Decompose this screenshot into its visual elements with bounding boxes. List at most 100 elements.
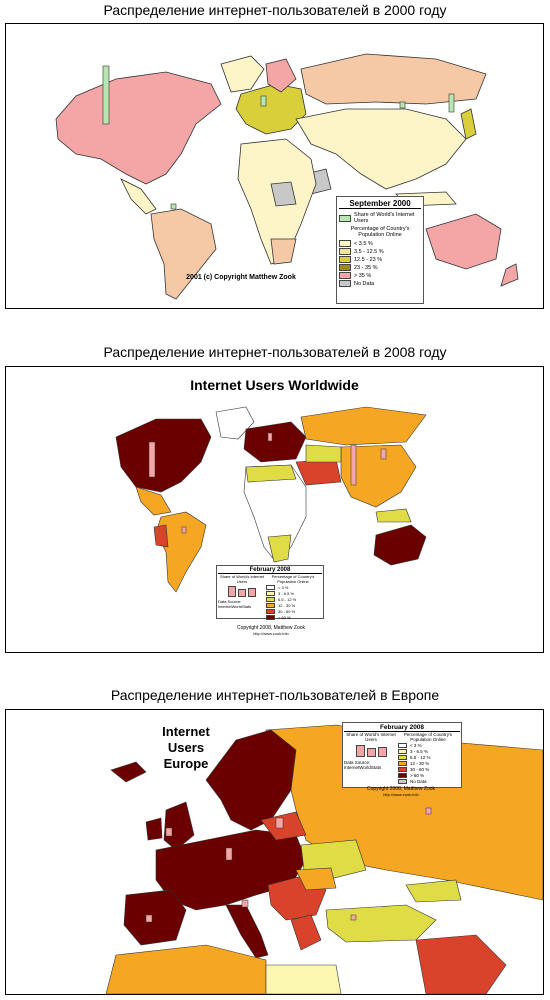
map-europe-title-line-3: Europe [163, 756, 209, 771]
legend-2008-bar-3 [248, 588, 256, 597]
central-america-shape [120, 178, 157, 215]
legend-2008-class-swatch [266, 591, 275, 596]
map-2000-panel: 2001 (c) Copyright Matthew Zook Septembe… [5, 23, 544, 309]
share-bar-usa-2008 [148, 441, 156, 478]
legend-2000-title: September 2000 [339, 199, 421, 209]
uk-shape [163, 801, 195, 851]
legend-2000-class-row: No Data [339, 280, 421, 287]
caucasus-shape [405, 879, 462, 903]
legend-europe-class-row: 3 - 6.5 % [398, 749, 458, 754]
legend-europe-class-label: No Data [410, 779, 427, 784]
north-africa-2008-shape [245, 464, 297, 483]
legend-2000-class-label: 12.5 - 23 % [354, 256, 383, 263]
legend-2000-classes: < 3.5 % 3.5 - 12.5 % 12.5 - 23 % 23 - 35 % >… [339, 240, 421, 287]
legend-2008-class-swatch [266, 609, 275, 614]
legend-2000-class-swatch [339, 248, 351, 255]
asia-shape [295, 108, 467, 190]
legend-europe-class-swatch [398, 773, 407, 778]
legend-2008-class-label: 12 - 30 % [278, 603, 296, 608]
russia-shape [300, 53, 487, 105]
legend-2000-class-swatch [339, 264, 351, 271]
legend-europe-class-label: 12 - 30 % [410, 761, 430, 766]
map-europe-copyright-text: Copyright 2008, Matthew Zook [366, 786, 436, 792]
legend-2000-pct-heading: Percentage of Country's Population Onlin… [350, 226, 410, 238]
australia-2008-shape [373, 524, 427, 566]
scandinavia-shape [265, 58, 297, 93]
legend-2008-class-row: 6.5 - 12 % [266, 597, 320, 602]
legend-2000-class-swatch [339, 272, 351, 279]
legend-europe-pct-heading: Percentage of Country's Population Onlin… [403, 732, 453, 742]
legend-2000-class-swatch [339, 256, 351, 263]
legend-2008-class-row: > 60 % [266, 615, 320, 620]
legend-2000-class-row: 3.5 - 12.5 % [339, 248, 421, 255]
scandinavia-europe-shape [205, 729, 297, 831]
legend-europe-class-swatch [398, 755, 407, 760]
legend-europe-class-swatch [398, 761, 407, 766]
south-africa-2008-shape [267, 534, 292, 563]
legend-2008-class-label: < 3 % [278, 585, 289, 590]
share-bar-china [399, 101, 406, 109]
legend-europe-class-label: > 60 % [410, 773, 425, 778]
north-america-shape [55, 71, 222, 185]
share-bar-japan [448, 93, 455, 113]
share-bar-europe [260, 95, 267, 107]
legend-2008-class-label: > 60 % [278, 615, 291, 620]
legend-2008-bar-2 [238, 589, 246, 597]
map-2008-copyright: Copyright 2008, Matthew Zook http://www.… [206, 625, 336, 636]
share-bar-spain-europe [145, 914, 153, 923]
legend-2000-class-label: No Data [354, 280, 375, 287]
map-2000-caption: Распределение интернет-пользователей в 2… [103, 2, 447, 18]
legend-2000-class-row: 12.5 - 23 % [339, 256, 421, 263]
greenland-shape [220, 55, 265, 93]
share-bar-china-2008 [350, 444, 357, 486]
legend-europe-class-row: > 60 % [398, 773, 458, 778]
map-europe-panel: Internet Users Europe February 2008 Shar… [5, 709, 544, 995]
legend-europe-data-source: Data Source: InternetWorldStats [344, 760, 382, 770]
north-america-2008-shape [115, 418, 212, 493]
legend-2008-classes: < 3 % 3 - 6.5 % 6.5 - 12 % 12 - 30 % 30 - 60… [266, 585, 320, 620]
legend-2008-class-row: 30 - 60 % [266, 609, 320, 614]
legend-2008-title: February 2008 [218, 567, 322, 574]
share-bar-italy-europe [241, 899, 249, 908]
world-map-2008 [115, 406, 427, 593]
peru-2008-shape [153, 524, 169, 548]
legend-2000-class-row: < 3.5 % [339, 240, 421, 247]
map-2008-caption: Распределение интернет-пользователей в 2… [103, 344, 447, 360]
south-america-shape [150, 208, 217, 300]
legend-2000-class-swatch [339, 240, 351, 247]
japan-shape [460, 108, 477, 140]
legend-2000-class-label: > 35 % [354, 272, 372, 279]
share-bar-turkey-europe [350, 914, 357, 921]
legend-europe-bar-2 [366, 748, 376, 757]
share-bar-uk-europe [165, 827, 173, 837]
legend-europe-class-swatch [398, 743, 407, 748]
legend-europe-class-row: No Data [398, 779, 458, 784]
share-bar-brazil [170, 203, 177, 210]
legend-europe-bar-3 [377, 747, 387, 757]
share-bar-brazil-2008 [181, 526, 187, 534]
ireland-shape [145, 817, 163, 841]
legend-2000-class-label: 3.5 - 12.5 % [354, 248, 384, 255]
legend-europe-bar-1 [355, 745, 365, 757]
map-2000-copyright: 2001 (c) Copyright Matthew Zook [186, 274, 296, 281]
south-america-2008-shape [155, 511, 207, 593]
greece-shape [290, 914, 322, 951]
share-bar-poland-europe [275, 817, 284, 829]
africa-grey-shape [270, 181, 297, 207]
legend-2008-class-row: 12 - 30 % [266, 603, 320, 608]
map-2000-legend: September 2000 Share of World's Internet… [336, 196, 424, 304]
europe-map [6, 710, 543, 994]
middle-east-2008-shape [295, 458, 342, 486]
legend-europe-classes: < 3 % 3 - 6.5 % 6.5 - 12 % 12 - 30 % 30 - 60… [398, 743, 458, 784]
new-zealand-shape [500, 263, 519, 287]
legend-europe-share-label: Share of World's Internet Users [346, 732, 396, 742]
legend-2008-data-source: Data Source: InternetWorldStats [218, 599, 252, 609]
legend-2008-class-label: 30 - 60 % [278, 609, 296, 614]
map-europe-legend: February 2008 Share of World's Internet … [342, 722, 462, 788]
legend-2008-class-label: 3 - 6.5 % [278, 591, 295, 596]
legend-2000-class-label: 23 - 35 % [354, 264, 378, 271]
map-2008-copyright-text: Copyright 2008, Matthew Zook [236, 625, 306, 631]
legend-2000-class-label: < 3.5 % [354, 240, 373, 247]
legend-2000-class-row: > 35 % [339, 272, 421, 279]
map-2008-panel: Internet Users Worldwide February 2008 S… [5, 366, 544, 653]
